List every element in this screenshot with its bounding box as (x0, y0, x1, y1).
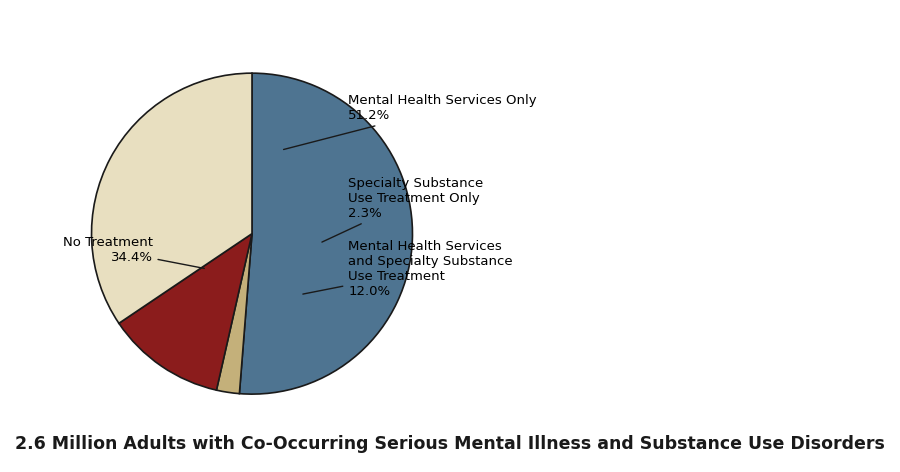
Wedge shape (92, 73, 252, 323)
Text: Specialty Substance
Use Treatment Only
2.3%: Specialty Substance Use Treatment Only 2… (322, 177, 483, 242)
Text: Mental Health Services
and Specialty Substance
Use Treatment
12.0%: Mental Health Services and Specialty Sub… (303, 240, 513, 298)
Text: No Treatment
34.4%: No Treatment 34.4% (62, 236, 204, 269)
Wedge shape (217, 234, 252, 394)
Text: Mental Health Services Only
51.2%: Mental Health Services Only 51.2% (284, 94, 537, 150)
Wedge shape (119, 234, 252, 390)
Wedge shape (239, 73, 412, 394)
Text: 2.6 Million Adults with Co-Occurring Serious Mental Illness and Substance Use Di: 2.6 Million Adults with Co-Occurring Ser… (15, 435, 885, 453)
